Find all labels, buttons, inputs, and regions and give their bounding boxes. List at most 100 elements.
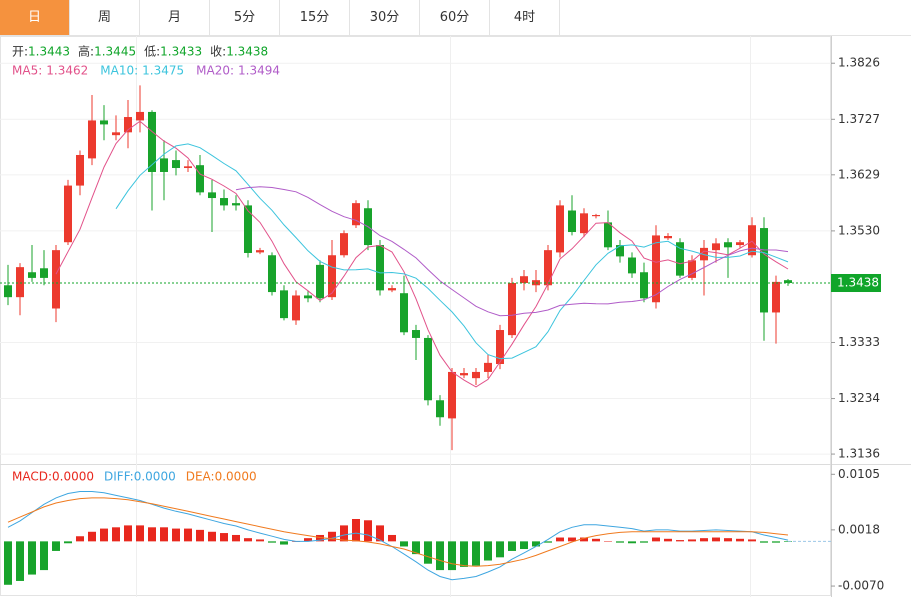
macd-bar xyxy=(220,533,228,542)
period-tab[interactable]: 60分 xyxy=(420,0,490,35)
candle-body xyxy=(232,203,240,206)
candle-body xyxy=(316,264,324,299)
ma-line xyxy=(235,186,789,317)
legend-value: 0.0000 xyxy=(134,470,176,484)
candle-body xyxy=(400,293,408,333)
candle-body xyxy=(640,272,648,299)
legend-value: 1.3438 xyxy=(226,45,268,59)
candle-body xyxy=(52,250,60,309)
candle-body xyxy=(544,250,552,286)
y-tick-label: 1.3136 xyxy=(838,447,880,461)
candle-body xyxy=(388,288,396,291)
legend-value: 1.3443 xyxy=(28,45,70,59)
candle-body xyxy=(748,225,756,256)
macd-bar xyxy=(604,541,612,542)
plot-frame xyxy=(0,36,831,596)
macd-bar xyxy=(580,537,588,542)
candle-body xyxy=(712,243,720,251)
candle-body xyxy=(40,268,48,278)
macd-bar xyxy=(712,537,720,542)
candle-body xyxy=(724,242,732,248)
period-tab[interactable]: 5分 xyxy=(210,0,280,35)
candle-body xyxy=(556,205,564,253)
legend-value: 0.0000 xyxy=(52,470,94,484)
period-tab[interactable]: 月 xyxy=(140,0,210,35)
macd-bar xyxy=(760,541,768,543)
candle-body xyxy=(496,330,504,365)
candle-body xyxy=(652,235,660,303)
macd-bar xyxy=(16,541,24,581)
candle-body xyxy=(280,290,288,319)
macd-bar xyxy=(400,541,408,547)
macd-bar xyxy=(268,541,276,543)
legend-label: DIFF: xyxy=(104,470,134,484)
candle-body xyxy=(196,165,204,193)
macd-bar xyxy=(412,541,420,555)
macd-bar xyxy=(616,541,624,543)
last-price-label: 1.3438 xyxy=(837,276,879,290)
macd-bar xyxy=(172,528,180,542)
candle-body xyxy=(784,280,792,284)
candle-body xyxy=(244,205,252,253)
candle-body xyxy=(568,210,576,233)
legend-value: 1.3445 xyxy=(94,45,136,59)
macd-bar xyxy=(568,537,576,542)
macd-bar xyxy=(352,519,360,542)
macd-bar xyxy=(28,541,36,575)
candle-body xyxy=(172,160,180,169)
macd-bar xyxy=(100,528,108,542)
candle-body xyxy=(304,295,312,299)
macd-line xyxy=(7,491,789,581)
candle-body xyxy=(616,245,624,257)
macd-bar xyxy=(748,539,756,542)
macd-bar xyxy=(196,529,204,542)
macd-bar xyxy=(388,534,396,542)
y-tick-label: 1.3234 xyxy=(838,391,880,405)
macd-bar xyxy=(136,525,144,542)
candle-body xyxy=(580,213,588,234)
macd-bar xyxy=(484,541,492,561)
macd-bar xyxy=(256,539,264,542)
macd-bar xyxy=(544,541,552,543)
candle-body xyxy=(208,192,216,199)
period-tab[interactable]: 日 xyxy=(0,0,70,35)
macd-bar xyxy=(232,534,240,542)
y-tick-label: 1.3629 xyxy=(838,167,880,181)
legend-label: MACD: xyxy=(12,470,52,484)
macd-bar xyxy=(772,541,780,543)
candle-body xyxy=(664,235,672,239)
macd-bar xyxy=(436,541,444,571)
macd-bar xyxy=(676,540,684,542)
ma-line xyxy=(55,120,789,388)
candle-body xyxy=(100,120,108,125)
candle-body xyxy=(604,222,612,248)
macd-bar xyxy=(40,541,48,571)
macd-bar xyxy=(376,525,384,542)
candle-body xyxy=(160,158,168,172)
macd-bar xyxy=(508,541,516,551)
ma-legend-label: MA10: xyxy=(100,64,138,78)
period-tab[interactable]: 30分 xyxy=(350,0,420,35)
candle-body xyxy=(424,337,432,401)
last-price-box xyxy=(831,274,881,293)
period-tab[interactable]: 15分 xyxy=(280,0,350,35)
candle-body xyxy=(112,132,120,136)
macd-bar xyxy=(688,539,696,542)
period-tab[interactable]: 4时 xyxy=(490,0,560,35)
candle-body xyxy=(136,111,144,121)
candle-body xyxy=(64,185,72,243)
macd-bar xyxy=(148,527,156,542)
period-tab[interactable]: 周 xyxy=(70,0,140,35)
candle-body xyxy=(76,154,84,186)
macd-bar xyxy=(316,534,324,542)
ma-line xyxy=(115,143,789,360)
macd-bar xyxy=(328,531,336,542)
candle-body xyxy=(28,272,36,278)
candle-body xyxy=(256,250,264,253)
macd-bar xyxy=(556,537,564,542)
macd-bar xyxy=(244,538,252,542)
ma-legend-value: 1.3475 xyxy=(142,64,184,78)
candle-body xyxy=(292,295,300,321)
candle-body xyxy=(484,362,492,372)
